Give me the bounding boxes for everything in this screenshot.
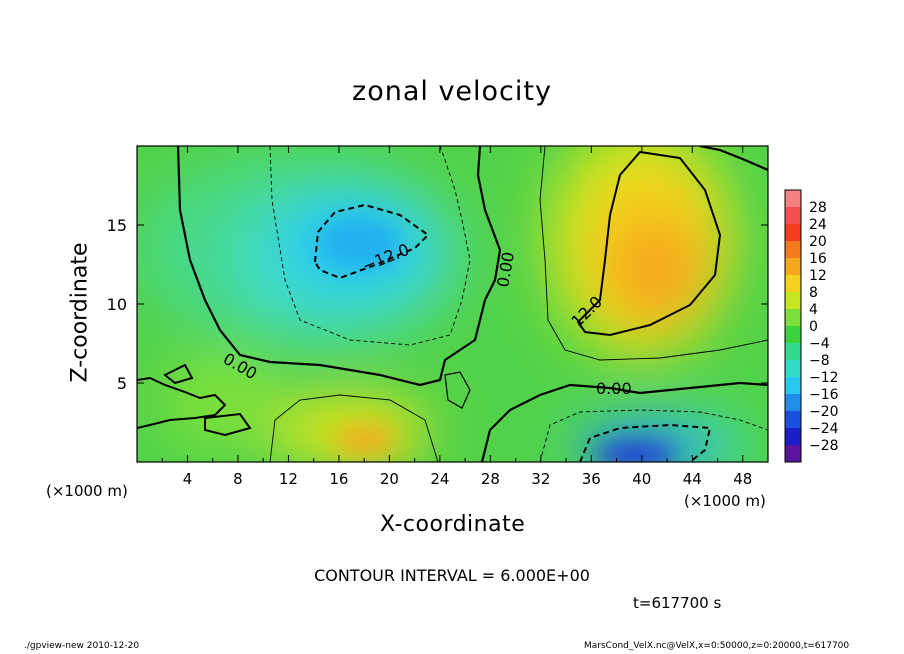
contour-lines [137, 146, 768, 462]
y-tick-label: 5 [117, 374, 127, 393]
colorbar-label: 12 [809, 268, 827, 284]
contour-zero-bottom [480, 381, 768, 462]
x-unit-label-right: (×1000 m) [684, 492, 766, 510]
y-axis-label: Z-coordinate [67, 242, 93, 383]
colorbar-swatch [785, 207, 801, 224]
x-tick-label: 24 [430, 470, 449, 488]
colorbar-label: −16 [809, 387, 839, 403]
contour-interval: CONTOUR INTERVAL = 6.000E+00 [314, 566, 590, 585]
x-tick-label: 40 [632, 470, 651, 488]
x-axis: 4 8 12 16 20 24 28 32 36 40 44 48 [161, 146, 752, 488]
colorbar-label: 16 [809, 251, 827, 267]
colorbar-label: 0 [809, 319, 818, 335]
x-tick-label: 12 [279, 470, 298, 488]
colorbar-swatch [785, 411, 801, 428]
colorbar-frame [784, 189, 802, 463]
colorbar-swatch [785, 258, 801, 275]
contour-negative-12 [313, 203, 430, 280]
contour-thin-1 [269, 146, 471, 346]
colorbar-swatch [785, 428, 801, 445]
contour-zero-right [699, 146, 768, 172]
colorbar-label: −4 [809, 336, 830, 352]
contour-negative-24 [579, 423, 712, 462]
contour-positive-12 [576, 150, 722, 337]
time-stamp: t=617700 s [633, 594, 722, 612]
x-tick-label: 16 [329, 470, 348, 488]
contour-left-wavy [137, 376, 227, 429]
footer-left: ./gpview-new 2010-12-20 [24, 641, 140, 651]
colorbar-label: 28 [809, 200, 827, 216]
colorbar-label: −28 [809, 438, 839, 454]
x-tick-label: 20 [380, 470, 399, 488]
velocity-field [137, 146, 768, 462]
colorbar-swatch [785, 377, 801, 394]
x-tick-label: 36 [582, 470, 601, 488]
colorbar-label: 20 [809, 234, 827, 250]
x-tick-label: 44 [683, 470, 702, 488]
y-tick-label: 15 [107, 216, 127, 235]
contour-blob-1 [163, 363, 194, 385]
y-tick-label: 10 [107, 295, 127, 314]
colorbar-label: 4 [809, 302, 818, 318]
x-tick-label: 32 [531, 470, 550, 488]
y-axis: 5 10 15 [107, 216, 768, 393]
colorbar-label: −8 [809, 353, 830, 369]
colorbar-swatch [785, 360, 801, 377]
x-tick-label: 8 [233, 470, 243, 488]
contour-thin-2 [539, 146, 768, 361]
colorbar-swatch [785, 224, 801, 241]
colorbar-swatch [785, 326, 801, 343]
contour-zero-left [176, 146, 502, 387]
colorbar-label: −12 [809, 370, 839, 386]
x-tick-label: 4 [183, 470, 193, 488]
colorbar-swatch [785, 241, 801, 258]
colorbar-label: 24 [809, 217, 827, 233]
colorbar-swatch [785, 445, 801, 462]
contour-blob-3 [444, 371, 471, 409]
colorbar-swatch [785, 275, 801, 292]
colorbar-swatch [785, 343, 801, 360]
colorbar-label: −24 [809, 421, 839, 437]
colorbar-swatch [785, 292, 801, 309]
colorbar-label: 8 [809, 285, 818, 301]
contour-thin-4 [539, 409, 768, 462]
contour-thin-3 [269, 394, 439, 462]
contour-blob-2 [204, 412, 252, 437]
chart-title: zonal velocity [352, 76, 552, 107]
x-axis-label: X-coordinate [380, 512, 526, 537]
x-tick-label: 28 [481, 470, 500, 488]
x-unit-label-left: (×1000 m) [46, 482, 128, 500]
x-tick-label: 48 [733, 470, 752, 488]
colorbar-swatch [785, 190, 801, 207]
colorbar-swatch [785, 394, 801, 411]
colorbar-swatch [785, 309, 801, 326]
colorbar-label: −20 [809, 404, 839, 420]
contour-label: 0.00 [596, 379, 632, 398]
footer-right: MarsCond_VelX.nc@VelX,x=0:50000,z=0:2000… [584, 641, 850, 651]
